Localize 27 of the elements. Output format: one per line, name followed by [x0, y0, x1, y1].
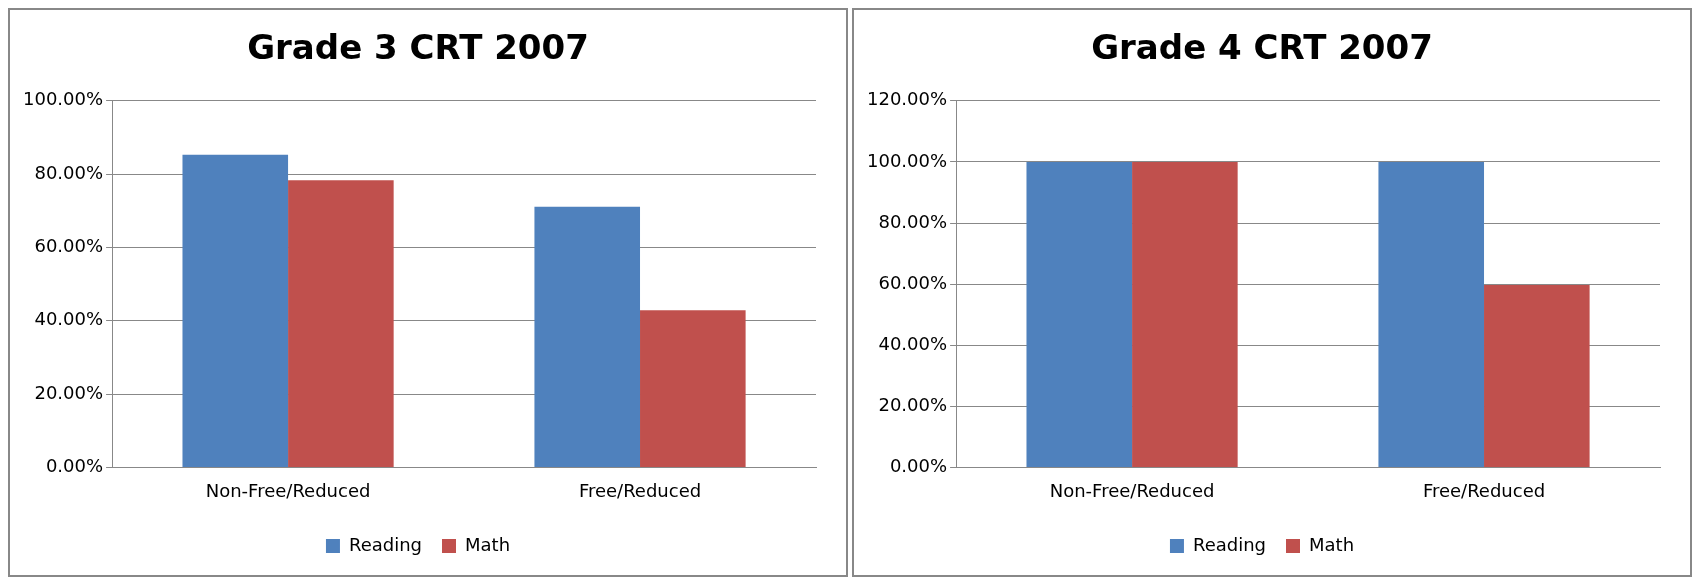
- y-tick-label: 60.00%: [878, 271, 948, 293]
- y-tick-label: 100.00%: [22, 88, 104, 110]
- x-tick-label: Non-Free/Reduced: [205, 479, 371, 501]
- x-tick-label: Free/Reduced: [578, 479, 702, 501]
- legend-label: Reading: [348, 533, 423, 555]
- y-tick-label: 80.00%: [34, 161, 104, 183]
- y-tick-label: 60.00%: [34, 235, 104, 257]
- y-tick-label: 100.00%: [866, 149, 948, 171]
- legend-label: Math: [1309, 533, 1355, 555]
- bar: [182, 154, 289, 467]
- y-tick-label: 20.00%: [878, 393, 948, 415]
- legend-label: Math: [465, 533, 511, 555]
- chart-title: Grade 3 CRT 2007: [247, 27, 589, 68]
- y-tick-label: 0.00%: [45, 455, 104, 477]
- y-tick-label: 80.00%: [878, 210, 948, 232]
- y-tick-label: 0.00%: [889, 455, 948, 477]
- y-tick-label: 40.00%: [34, 308, 104, 330]
- x-tick-label: Non-Free/Reduced: [1049, 479, 1215, 501]
- y-tick-label: 40.00%: [878, 332, 948, 354]
- x-tick-label: Free/Reduced: [1422, 479, 1546, 501]
- y-tick-label: 120.00%: [866, 88, 948, 110]
- chart-title: Grade 4 CRT 2007: [1091, 27, 1433, 68]
- bar: [288, 180, 394, 467]
- bar: [640, 310, 746, 467]
- bar: [534, 206, 641, 467]
- legend-label: Reading: [1192, 533, 1267, 555]
- y-tick-label: 20.00%: [34, 381, 104, 403]
